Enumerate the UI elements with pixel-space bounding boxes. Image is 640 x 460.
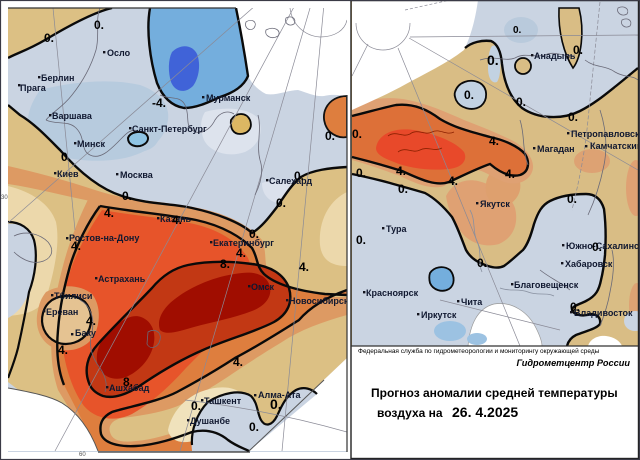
svg-text:Ашхабад: Ашхабад (109, 383, 150, 393)
svg-text:Владивосток: Владивосток (574, 308, 633, 318)
svg-text:0.: 0. (249, 420, 259, 434)
svg-text:0.: 0. (487, 52, 499, 68)
svg-text:Магадан: Магадан (537, 144, 575, 154)
svg-text:4.: 4. (236, 246, 246, 260)
svg-text:Прага: Прага (20, 83, 47, 93)
svg-text:Санкт-Петербург: Санкт-Петербург (132, 124, 207, 134)
svg-text:Душанбе: Душанбе (190, 416, 230, 426)
svg-text:Салехард: Салехард (269, 176, 312, 186)
svg-text:0.: 0. (294, 169, 304, 183)
svg-text:Якутск: Якутск (480, 199, 510, 209)
svg-text:8.: 8. (220, 257, 230, 271)
svg-text:Екатеринбург: Екатеринбург (213, 238, 274, 248)
svg-text:Алма-Ата: Алма-Ата (258, 390, 302, 400)
svg-text:Мурманск: Мурманск (206, 93, 251, 103)
svg-text:0.: 0. (325, 129, 335, 143)
svg-text:4.: 4. (396, 164, 406, 178)
svg-text:Чита: Чита (461, 297, 483, 307)
svg-text:Федеральная служба по гидромет: Федеральная служба по гидрометеорологии … (358, 347, 600, 355)
svg-text:Астрахань: Астрахань (98, 274, 146, 284)
svg-text:0.: 0. (464, 88, 474, 102)
svg-text:Петропавловск: Петропавловск (571, 129, 640, 139)
svg-text:60: 60 (79, 452, 86, 458)
svg-text:0.: 0. (570, 300, 580, 314)
svg-text:4.: 4. (299, 260, 309, 274)
svg-text:Киев: Киев (57, 169, 79, 179)
svg-text:Иркутск: Иркутск (421, 310, 457, 320)
svg-text:0.: 0. (191, 399, 201, 413)
svg-text:0.: 0. (568, 110, 578, 124)
svg-text:Ростов-на-Дону: Ростов-на-Дону (69, 233, 139, 243)
svg-text:4.: 4. (71, 239, 81, 253)
svg-text:Благовещенск: Благовещенск (514, 280, 579, 290)
svg-text:0.: 0. (567, 192, 577, 206)
svg-text:Красноярск: Красноярск (366, 288, 419, 298)
svg-text:0.: 0. (477, 256, 487, 270)
svg-text:0.: 0. (573, 43, 583, 57)
svg-text:Тбилиси: Тбилиси (54, 291, 92, 301)
svg-text:26. 4.2025: 26. 4.2025 (452, 404, 518, 420)
svg-text:воздуха на: воздуха на (377, 406, 443, 420)
svg-text:Новосибирск: Новосибирск (289, 296, 349, 306)
svg-text:4.: 4. (86, 314, 96, 328)
svg-text:0.: 0. (356, 233, 366, 247)
svg-text:Ташкент: Ташкент (204, 396, 242, 406)
svg-text:Варшава: Варшава (52, 111, 93, 121)
svg-text:Хабаровск: Хабаровск (565, 259, 613, 269)
svg-text:Баку: Баку (75, 328, 96, 338)
svg-text:4.: 4. (104, 206, 114, 220)
svg-text:Казань: Казань (160, 214, 192, 224)
svg-text:0.: 0. (94, 18, 104, 32)
svg-text:4.: 4. (448, 174, 458, 188)
svg-text:Ереван: Ереван (46, 307, 78, 317)
svg-text:0.: 0. (276, 196, 286, 210)
svg-text:Прогноз аномалии средней темпе: Прогноз аномалии средней температуры (371, 386, 618, 400)
svg-text:4.: 4. (489, 134, 499, 148)
svg-text:8.: 8. (123, 375, 133, 389)
svg-text:0.: 0. (592, 240, 602, 254)
svg-text:Анадырь: Анадырь (534, 51, 576, 61)
svg-text:Минск: Минск (77, 139, 105, 149)
svg-text:Берлин: Берлин (41, 73, 74, 83)
svg-text:Омск: Омск (251, 282, 275, 292)
svg-text:Тура: Тура (386, 224, 408, 234)
svg-text:Осло: Осло (107, 48, 131, 58)
svg-text:Москва: Москва (120, 170, 154, 180)
svg-text:4.: 4. (505, 167, 515, 181)
svg-text:0.: 0. (122, 189, 132, 203)
svg-text:0.: 0. (516, 95, 526, 109)
svg-text:Южно-Сахалинск: Южно-Сахалинск (566, 241, 640, 251)
svg-text:4.: 4. (58, 343, 68, 357)
svg-text:0.: 0. (61, 150, 71, 164)
svg-text:0.: 0. (398, 182, 408, 196)
svg-text:Гидрометцентр России: Гидрометцентр России (516, 358, 630, 368)
svg-text:0.: 0. (249, 227, 259, 241)
svg-text:Камчатский: Камчатский (590, 141, 640, 151)
svg-text:-4.: -4. (152, 96, 166, 110)
svg-text:30: 30 (1, 195, 8, 201)
svg-text:0.: 0. (356, 166, 366, 180)
svg-text:0.: 0. (513, 25, 522, 36)
svg-text:0.: 0. (352, 127, 362, 141)
svg-text:0.: 0. (270, 396, 282, 412)
svg-text:4.: 4. (172, 213, 182, 227)
svg-text:4.: 4. (233, 355, 243, 369)
svg-text:0.: 0. (44, 31, 54, 45)
